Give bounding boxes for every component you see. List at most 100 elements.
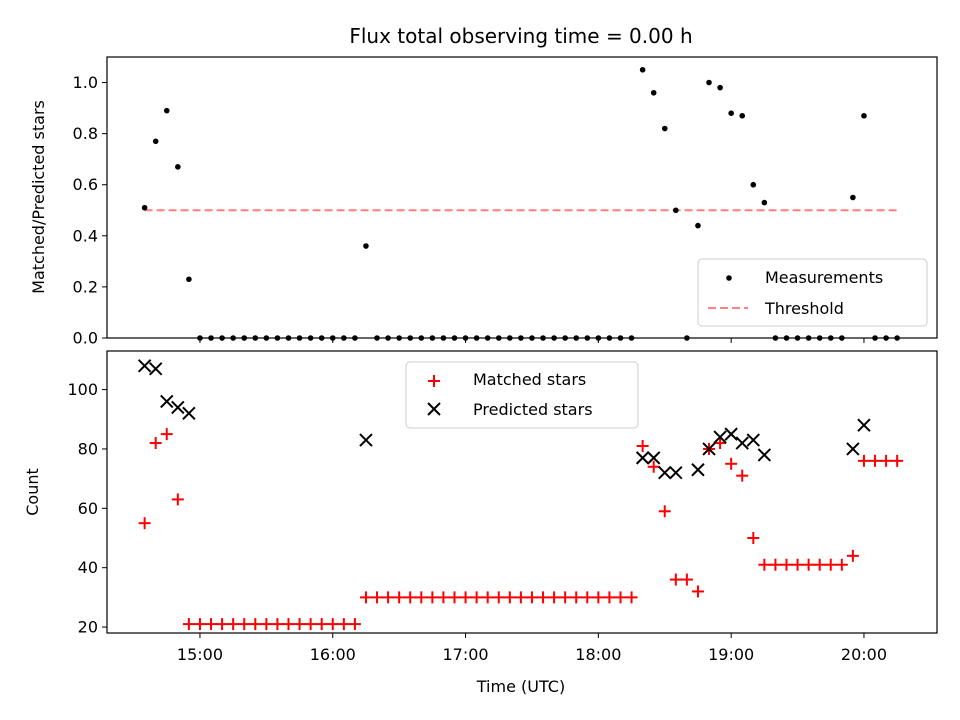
matched-star-point (669, 573, 682, 586)
top-x-ticks (199, 338, 865, 343)
matched-star-point (138, 517, 151, 530)
top-y-tick-label: 0.6 (73, 175, 98, 194)
matched-star-point (249, 618, 262, 631)
x-tick-label: 20:00 (841, 645, 887, 664)
matched-star-point (304, 618, 317, 631)
matched-star-point (271, 618, 284, 631)
matched-star-point (171, 493, 184, 506)
matched-star-point (415, 591, 428, 604)
matched-star-point (559, 591, 572, 604)
matched-star-point (691, 585, 704, 598)
matched-star-point (205, 618, 218, 631)
measurement-point (728, 110, 734, 116)
top-y-tick-label: 0.4 (73, 226, 98, 245)
matched-star-point (758, 558, 771, 571)
matched-star-point (714, 437, 727, 450)
matched-star-point (537, 591, 550, 604)
measurement-point (141, 204, 148, 211)
matched-star-point (769, 558, 782, 571)
matched-star-point (382, 591, 395, 604)
top-legend: Measurements Threshold (697, 258, 928, 327)
matched-star-point (503, 591, 516, 604)
matched-star-point (780, 558, 793, 571)
bottom-legend-box (405, 361, 639, 429)
matched-star-point (736, 469, 749, 482)
matched-star-point (514, 591, 527, 604)
measurement-point (695, 222, 701, 229)
top-panel: 0.0 0.2 0.4 0.6 0.8 1.0 Matched/Predicted sta… (29, 56, 938, 348)
matched-star-point (747, 532, 760, 545)
measurement-point (363, 243, 369, 249)
x-tick-label: 17:00 (443, 645, 489, 664)
matched-star-point (625, 591, 638, 604)
matched-star-point (337, 618, 350, 631)
measurement-point (861, 112, 867, 119)
predicted-star-point (691, 463, 705, 477)
predicted-star-point (746, 433, 761, 447)
predicted-star-point (171, 400, 185, 415)
matched-star-point (470, 591, 483, 604)
matched-star-point (326, 618, 339, 631)
matched-star-point (891, 454, 904, 467)
legend-threshold-label: Threshold (764, 299, 844, 318)
bottom-panel: 20 40 60 80 100 15:00 16:00 17:00 18:00 19:00 20:… (23, 350, 938, 696)
bottom-x-ticks: 15:00 16:00 17:00 18:00 19:00 20:00 (177, 633, 887, 664)
matched-star-point (548, 591, 561, 604)
matched-star-point (614, 591, 627, 604)
predicted-star-point (846, 442, 860, 456)
matched-star-point (835, 558, 848, 571)
matched-star-point (492, 591, 505, 604)
top-y-tick-label: 0.0 (73, 329, 98, 348)
matched-star-point (813, 558, 826, 571)
matched-star-point (581, 591, 594, 604)
bottom-y-tick-label: 60 (78, 499, 98, 518)
matched-star-point (193, 618, 206, 631)
predicted-star-point (359, 433, 373, 447)
bottom-y-tick-label: 80 (78, 439, 98, 458)
measurement-point (661, 125, 668, 132)
top-y-tick-label: 1.0 (73, 73, 98, 92)
measurement-point (650, 89, 657, 96)
predicted-star-point (669, 465, 683, 480)
predicted-star-point (713, 430, 727, 444)
matched-star-point (227, 618, 240, 631)
matched-star-point (437, 591, 450, 604)
matched-star-point (348, 618, 361, 631)
bottom-y-ticks: 20 40 60 80 100 (67, 380, 107, 637)
predicted-star-point (702, 442, 716, 456)
bottom-legend: Matched stars Predicted stars (405, 361, 639, 429)
legend-matched-label: Matched stars (473, 370, 586, 389)
bottom-y-tick-label: 100 (67, 380, 98, 399)
measurement-point (186, 276, 192, 283)
matched-star-point (481, 591, 494, 604)
matched-star-point (359, 591, 372, 604)
matched-star-point (869, 454, 882, 467)
top-y-axis-label: Matched/Predicted stars (29, 100, 48, 294)
legend-measurements-marker (726, 275, 732, 281)
matched-star-point (448, 591, 461, 604)
legend-predicted-label: Predicted stars (473, 400, 593, 419)
measurement-point (706, 79, 712, 86)
matched-star-point (791, 558, 804, 571)
matched-star-point (404, 591, 417, 604)
measurement-point (850, 194, 856, 201)
matched-star-point (282, 618, 295, 631)
legend-measurements-label: Measurements (765, 268, 883, 287)
legend-predicted-marker (427, 402, 441, 416)
predicted-star-point (735, 436, 749, 450)
matched-star-point (393, 591, 406, 604)
matched-star-point (160, 428, 173, 441)
matched-star-point (725, 457, 738, 470)
predicted-star-point (857, 418, 871, 432)
bottom-axes-frame (106, 350, 938, 634)
measurement-point (717, 84, 723, 91)
matched-star-point (182, 618, 195, 631)
predicted-star-point (160, 394, 174, 409)
matched-star-point (216, 618, 229, 631)
chart-title: Flux total observing time = 0.00 h (349, 24, 692, 48)
matched-star-point (592, 591, 605, 604)
measurement-point (163, 107, 170, 114)
x-axis-label: Time (UTC) (476, 677, 565, 696)
